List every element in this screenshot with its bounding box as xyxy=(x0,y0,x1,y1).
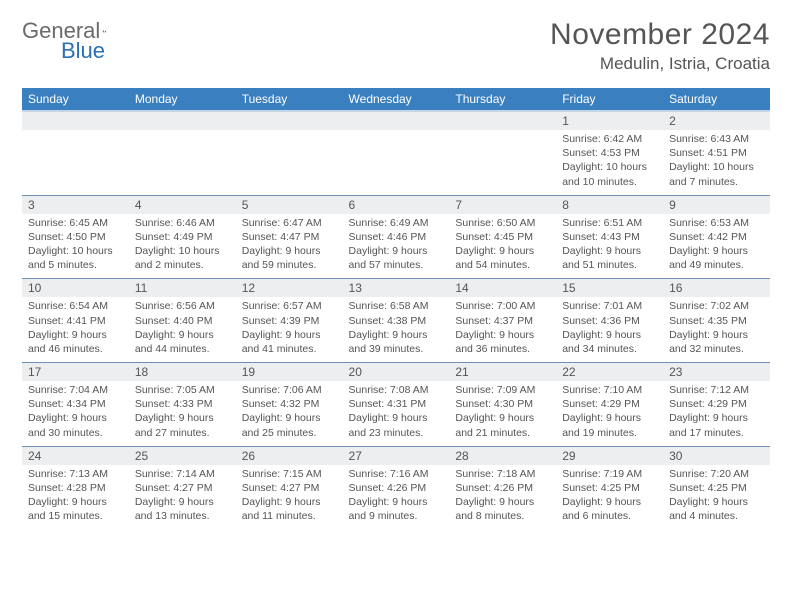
day-number: 25 xyxy=(129,446,236,465)
week-detail-row: Sunrise: 7:04 AMSunset: 4:34 PMDaylight:… xyxy=(22,381,770,446)
day-detail: Sunrise: 6:43 AMSunset: 4:51 PMDaylight:… xyxy=(663,130,770,195)
day-number: 3 xyxy=(22,195,129,214)
day-number xyxy=(129,111,236,130)
week-detail-row: Sunrise: 6:45 AMSunset: 4:50 PMDaylight:… xyxy=(22,214,770,279)
day-header: Wednesday xyxy=(343,88,450,111)
day-detail: Sunrise: 7:00 AMSunset: 4:37 PMDaylight:… xyxy=(449,297,556,362)
day-number: 23 xyxy=(663,363,770,382)
day-number xyxy=(343,111,450,130)
day-number: 22 xyxy=(556,363,663,382)
day-detail: Sunrise: 6:45 AMSunset: 4:50 PMDaylight:… xyxy=(22,214,129,279)
day-detail: Sunrise: 7:10 AMSunset: 4:29 PMDaylight:… xyxy=(556,381,663,446)
day-number xyxy=(236,111,343,130)
day-number: 13 xyxy=(343,279,450,298)
day-detail: Sunrise: 7:04 AMSunset: 4:34 PMDaylight:… xyxy=(22,381,129,446)
day-detail: Sunrise: 7:16 AMSunset: 4:26 PMDaylight:… xyxy=(343,465,450,530)
day-number: 24 xyxy=(22,446,129,465)
day-number: 20 xyxy=(343,363,450,382)
day-detail xyxy=(129,130,236,195)
day-number: 10 xyxy=(22,279,129,298)
day-detail: Sunrise: 7:19 AMSunset: 4:25 PMDaylight:… xyxy=(556,465,663,530)
day-number: 18 xyxy=(129,363,236,382)
day-number: 26 xyxy=(236,446,343,465)
day-detail: Sunrise: 7:12 AMSunset: 4:29 PMDaylight:… xyxy=(663,381,770,446)
day-detail: Sunrise: 6:56 AMSunset: 4:40 PMDaylight:… xyxy=(129,297,236,362)
day-header: Tuesday xyxy=(236,88,343,111)
day-detail: Sunrise: 6:46 AMSunset: 4:49 PMDaylight:… xyxy=(129,214,236,279)
day-number: 12 xyxy=(236,279,343,298)
day-detail xyxy=(236,130,343,195)
week-number-row: 3456789 xyxy=(22,195,770,214)
day-number: 6 xyxy=(343,195,450,214)
week-detail-row: Sunrise: 6:54 AMSunset: 4:41 PMDaylight:… xyxy=(22,297,770,362)
day-detail: Sunrise: 6:53 AMSunset: 4:42 PMDaylight:… xyxy=(663,214,770,279)
day-detail: Sunrise: 7:18 AMSunset: 4:26 PMDaylight:… xyxy=(449,465,556,530)
day-detail: Sunrise: 6:50 AMSunset: 4:45 PMDaylight:… xyxy=(449,214,556,279)
day-number: 5 xyxy=(236,195,343,214)
page-header: General November 2024 Medulin, Istria, C… xyxy=(22,18,770,74)
day-number: 4 xyxy=(129,195,236,214)
day-header-row: SundayMondayTuesdayWednesdayThursdayFrid… xyxy=(22,88,770,111)
day-detail xyxy=(343,130,450,195)
day-detail: Sunrise: 6:42 AMSunset: 4:53 PMDaylight:… xyxy=(556,130,663,195)
day-header: Friday xyxy=(556,88,663,111)
day-detail: Sunrise: 6:54 AMSunset: 4:41 PMDaylight:… xyxy=(22,297,129,362)
week-number-row: 12 xyxy=(22,111,770,130)
calendar-table: SundayMondayTuesdayWednesdayThursdayFrid… xyxy=(22,88,770,529)
day-number: 30 xyxy=(663,446,770,465)
day-number: 21 xyxy=(449,363,556,382)
day-number: 11 xyxy=(129,279,236,298)
day-detail xyxy=(449,130,556,195)
day-number: 1 xyxy=(556,111,663,130)
day-detail: Sunrise: 7:08 AMSunset: 4:31 PMDaylight:… xyxy=(343,381,450,446)
week-number-row: 17181920212223 xyxy=(22,363,770,382)
day-number: 17 xyxy=(22,363,129,382)
day-detail: Sunrise: 7:02 AMSunset: 4:35 PMDaylight:… xyxy=(663,297,770,362)
day-detail: Sunrise: 6:58 AMSunset: 4:38 PMDaylight:… xyxy=(343,297,450,362)
day-number: 15 xyxy=(556,279,663,298)
logo-word-blue: Blue xyxy=(61,38,105,64)
week-number-row: 24252627282930 xyxy=(22,446,770,465)
day-detail: Sunrise: 7:06 AMSunset: 4:32 PMDaylight:… xyxy=(236,381,343,446)
week-number-row: 10111213141516 xyxy=(22,279,770,298)
day-detail: Sunrise: 7:13 AMSunset: 4:28 PMDaylight:… xyxy=(22,465,129,530)
day-number xyxy=(449,111,556,130)
day-header: Sunday xyxy=(22,88,129,111)
day-detail: Sunrise: 7:05 AMSunset: 4:33 PMDaylight:… xyxy=(129,381,236,446)
day-number: 14 xyxy=(449,279,556,298)
day-detail: Sunrise: 6:47 AMSunset: 4:47 PMDaylight:… xyxy=(236,214,343,279)
day-number: 28 xyxy=(449,446,556,465)
day-number: 2 xyxy=(663,111,770,130)
week-detail-row: Sunrise: 7:13 AMSunset: 4:28 PMDaylight:… xyxy=(22,465,770,530)
title-location: Medulin, Istria, Croatia xyxy=(550,54,770,74)
day-header: Saturday xyxy=(663,88,770,111)
day-detail: Sunrise: 7:14 AMSunset: 4:27 PMDaylight:… xyxy=(129,465,236,530)
day-number: 8 xyxy=(556,195,663,214)
title-month: November 2024 xyxy=(550,18,770,52)
day-header: Monday xyxy=(129,88,236,111)
week-detail-row: Sunrise: 6:42 AMSunset: 4:53 PMDaylight:… xyxy=(22,130,770,195)
day-number: 16 xyxy=(663,279,770,298)
day-detail: Sunrise: 6:49 AMSunset: 4:46 PMDaylight:… xyxy=(343,214,450,279)
day-header: Thursday xyxy=(449,88,556,111)
day-number xyxy=(22,111,129,130)
day-number: 9 xyxy=(663,195,770,214)
day-detail: Sunrise: 7:09 AMSunset: 4:30 PMDaylight:… xyxy=(449,381,556,446)
day-number: 29 xyxy=(556,446,663,465)
day-number: 27 xyxy=(343,446,450,465)
day-number: 19 xyxy=(236,363,343,382)
day-detail: Sunrise: 7:20 AMSunset: 4:25 PMDaylight:… xyxy=(663,465,770,530)
day-detail: Sunrise: 7:15 AMSunset: 4:27 PMDaylight:… xyxy=(236,465,343,530)
title-block: November 2024 Medulin, Istria, Croatia xyxy=(550,18,770,74)
day-detail: Sunrise: 7:01 AMSunset: 4:36 PMDaylight:… xyxy=(556,297,663,362)
day-number: 7 xyxy=(449,195,556,214)
day-detail xyxy=(22,130,129,195)
day-detail: Sunrise: 6:57 AMSunset: 4:39 PMDaylight:… xyxy=(236,297,343,362)
day-detail: Sunrise: 6:51 AMSunset: 4:43 PMDaylight:… xyxy=(556,214,663,279)
